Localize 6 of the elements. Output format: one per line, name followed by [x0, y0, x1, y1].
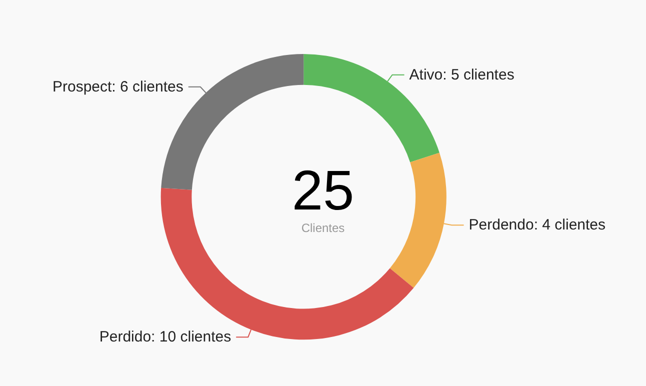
text: 25: [292, 158, 354, 222]
slice-label: Prospect: 6 clientes: [52, 78, 184, 96]
slice-label: Ativo: 5 clientes: [409, 66, 514, 84]
slice-label: Perdido: 10 clientes: [99, 328, 232, 346]
slice-label: Perdendo: 4 clientes: [468, 216, 606, 234]
text: Clientes: [301, 221, 345, 235]
